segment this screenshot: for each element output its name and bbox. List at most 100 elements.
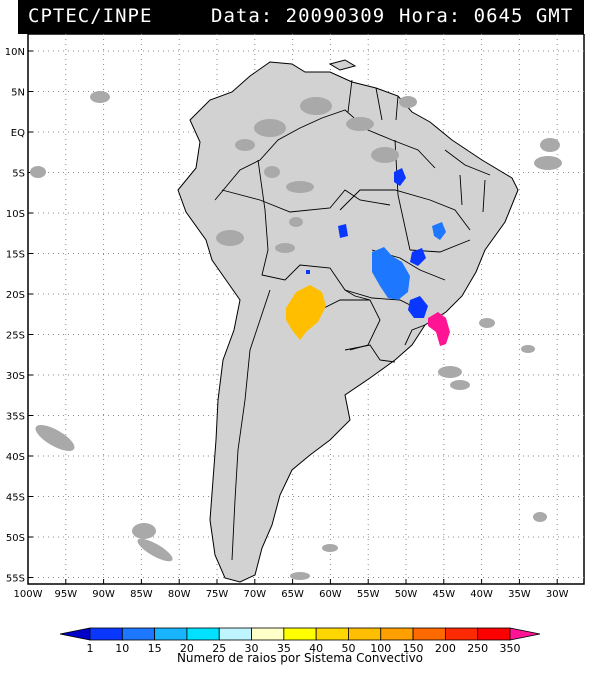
lon-label: 50W [395, 589, 418, 600]
border-line [214, 109, 436, 201]
legend-arrow-right [509, 627, 541, 641]
lon-label: 85W [130, 589, 153, 600]
cloud-patch [534, 156, 562, 170]
border-line [221, 189, 391, 213]
legend: 1 10 15 20 25 30 35 40 50 100 150 200 250 350 [0, 620, 600, 670]
lat-label: EQ [11, 128, 25, 139]
cloud-patch [540, 138, 560, 152]
lon-label: 95W [54, 589, 77, 600]
legend-arrow-left [59, 627, 91, 641]
lon-label: 100W [14, 589, 43, 600]
cloud-cover [30, 91, 562, 580]
lon-label: 40W [470, 589, 493, 600]
lat-label: 30S [6, 371, 25, 382]
lon-label: 30W [546, 589, 569, 600]
legend-swatch [251, 627, 285, 641]
lightning-cluster-goias [410, 248, 426, 266]
lat-label: 5N [11, 88, 25, 99]
legend-colorbar [59, 627, 541, 641]
cloud-patch [90, 91, 110, 103]
legend-tick-label: 40 [309, 642, 323, 655]
legend-tick-label: 25 [212, 642, 226, 655]
cloud-patch [286, 181, 314, 193]
lat-label: 25S [6, 331, 25, 342]
lightning-cluster-para [394, 168, 406, 186]
legend-swatch [283, 627, 317, 641]
cloud-patch [322, 544, 338, 552]
lon-label: 60W [319, 589, 342, 600]
legend-swatch [380, 627, 414, 641]
lon-label: 45W [432, 589, 455, 600]
date-label: Data: 20090309 [211, 5, 386, 27]
legend-swatch [477, 627, 511, 641]
lightning-cluster-bahia [432, 222, 446, 240]
legend-tick-label: 50 [341, 642, 355, 655]
lat-label: 45S [6, 493, 25, 504]
lat-label: 5S [12, 169, 25, 180]
cloud-patch [289, 217, 303, 227]
lightning-cluster-mato-grosso [338, 224, 348, 238]
map-svg: 10N 5N EQ 5S 10S 15S 20S 25S 30S 35S 40S 45S 50S 55S 1… [5, 33, 585, 600]
lightning-cell-small [306, 270, 310, 274]
caribbean-islands [328, 59, 357, 71]
lat-label: 10N [5, 47, 25, 58]
source-label: CPTEC/INPE [28, 5, 153, 27]
legend-swatch [89, 627, 123, 641]
cloud-patch [479, 318, 495, 328]
legend-svg: 1 10 15 20 25 30 35 40 50 100 150 200 250 350 [59, 627, 541, 655]
brazil-state-line [404, 149, 491, 346]
legend-tick-label: 20 [180, 642, 194, 655]
legend-tick-label: 15 [148, 642, 162, 655]
border-line [347, 79, 399, 121]
cloud-patch [438, 366, 462, 378]
map-panel: 10N 5N EQ 5S 10S 15S 20S 25S 30S 35S 40S 45S 50S 55S 1… [0, 33, 600, 604]
lat-label: 20S [6, 290, 25, 301]
lon-label: 90W [92, 589, 115, 600]
lat-label: 40S [6, 452, 25, 463]
border-line [231, 289, 271, 561]
cloud-patch [137, 538, 173, 562]
lightning-cluster-paraguay [286, 285, 326, 340]
legend-tick-label: 200 [435, 642, 456, 655]
continent [177, 59, 519, 583]
cloud-patch [399, 96, 417, 108]
lat-label: 10S [6, 209, 25, 220]
cloud-patch [371, 147, 399, 163]
lightning-systems [286, 168, 450, 346]
legend-tick-label: 100 [370, 642, 391, 655]
legend-tick-label: 30 [245, 642, 259, 655]
legend-swatch [186, 627, 220, 641]
cloud-patch [235, 139, 255, 151]
cloud-patch [35, 425, 75, 451]
cloud-patch [521, 345, 535, 353]
country-borders [214, 79, 491, 561]
cloud-patch [132, 523, 156, 539]
cloud-patch [290, 572, 310, 580]
lon-label: 70W [243, 589, 266, 600]
lon-label: 75W [206, 589, 229, 600]
header-bar: CPTEC/INPE Data: 20090309 Hora: 0645 GMT [18, 0, 584, 34]
legend-tick-label: 10 [115, 642, 129, 655]
lat-label: 55S [6, 574, 25, 585]
legend-tick-label: 150 [403, 642, 424, 655]
legend-tick-label: 250 [467, 642, 488, 655]
legend-tick-label: 1 [87, 642, 94, 655]
cloud-patch [264, 166, 280, 178]
legend-swatch [121, 627, 156, 641]
lightning-cluster-rio [428, 312, 450, 346]
cloud-patch [254, 119, 286, 137]
cloud-patch [275, 243, 295, 253]
cloud-patch [450, 380, 470, 390]
hour-label: Hora: 0645 GMT [399, 5, 574, 27]
cloud-patch [300, 97, 332, 115]
lon-label: 35W [508, 589, 531, 600]
legend-title: Numero de raios por Sistema Convectivo [176, 651, 424, 665]
lat-label: 15S [6, 250, 25, 261]
brazil-state-line [339, 139, 471, 311]
border-line [257, 159, 381, 351]
lightning-cluster-central-brazil [372, 247, 410, 300]
legend-swatch [412, 627, 446, 641]
legend-tick-label: 35 [277, 642, 291, 655]
cloud-patch [533, 512, 547, 522]
lon-label: 80W [168, 589, 191, 600]
